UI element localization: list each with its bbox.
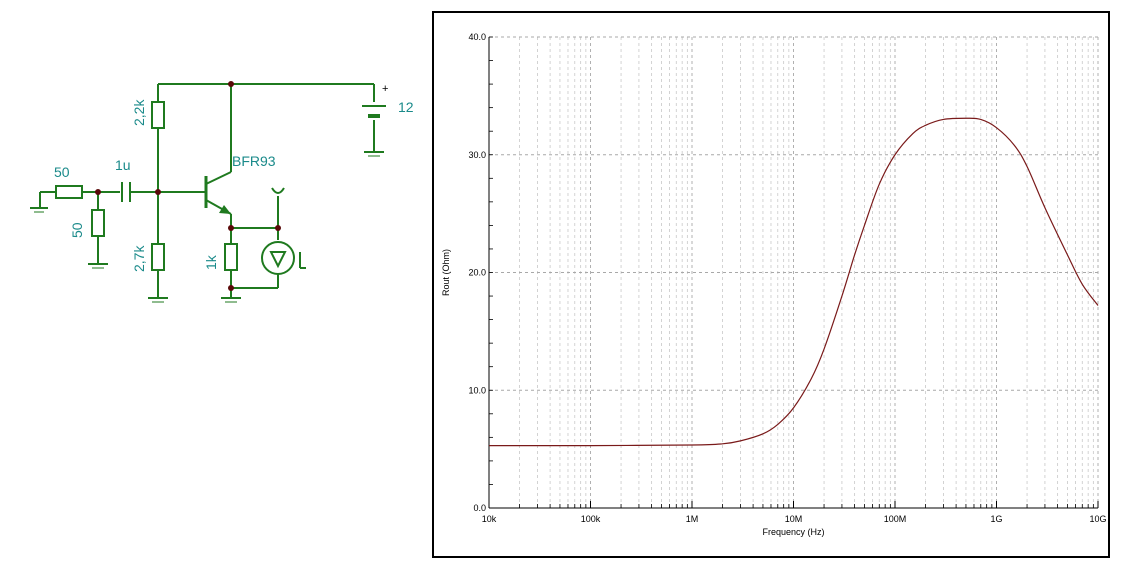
shunt-resistor (91, 209, 105, 237)
y-tick-label: 40.0 (468, 32, 486, 42)
coupling-capacitor (121, 182, 131, 202)
base-ground (148, 297, 168, 303)
collector-resistor (151, 101, 165, 129)
impedance-meter-icon (261, 241, 306, 275)
supply-battery (362, 105, 386, 157)
series-line (488, 117, 1099, 447)
x-tick-label: 1M (686, 514, 699, 524)
x-tick-label: 10G (1089, 514, 1106, 524)
transistor-bfr93 (204, 171, 232, 215)
shunt-ground (88, 263, 108, 269)
source-resistor (55, 185, 83, 199)
junction-dots (95, 81, 281, 291)
y-tick-label: 20.0 (468, 268, 486, 278)
rout-frequency-chart: 10k 100k 1M 10M 100M 1G 10G 0.0 10.0 20.0 30.0 40.0… (441, 32, 1107, 537)
plot-window: 10k 100k 1M 10M 100M 1G 10G 0.0 10.0 20.0 30.0 40.0… (432, 11, 1110, 558)
transistor-label: BFR93 (232, 153, 276, 169)
source-resistor-label: 50 (54, 164, 70, 180)
x-tick-label: 1G (990, 514, 1002, 524)
emitter-ground (221, 297, 241, 303)
y-axis-label: Rout (Ohm) (441, 249, 451, 296)
emitter-resistor (224, 243, 238, 271)
supply-voltage-label: 12 (398, 99, 414, 115)
base-resistor (151, 243, 165, 271)
y-tick-label: 10.0 (468, 385, 486, 395)
emitter-resistor-label: 1k (203, 254, 219, 270)
supply-rail (157, 83, 375, 172)
x-tick-label: 10k (482, 514, 497, 524)
x-axis-label: Frequency (Hz) (762, 527, 824, 537)
supply-polarity-label: + (382, 83, 388, 95)
x-tick-label: 100M (884, 514, 907, 524)
output-probe-icon (271, 187, 285, 240)
y-tick-label: 30.0 (468, 150, 486, 160)
circuit-schematic: + 12 2,2k 50 50 1u 2,7k BFR93 (30, 81, 414, 303)
source-ground (30, 191, 56, 213)
shunt-resistor-label: 50 (69, 222, 85, 238)
y-tick-label: 0.0 (473, 503, 486, 513)
x-tick-label: 100k (581, 514, 601, 524)
coupling-capacitor-label: 1u (115, 157, 131, 173)
x-tick-label: 10M (785, 514, 803, 524)
collector-resistor-label: 2,2k (131, 99, 147, 126)
base-resistor-label: 2,7k (131, 245, 147, 272)
